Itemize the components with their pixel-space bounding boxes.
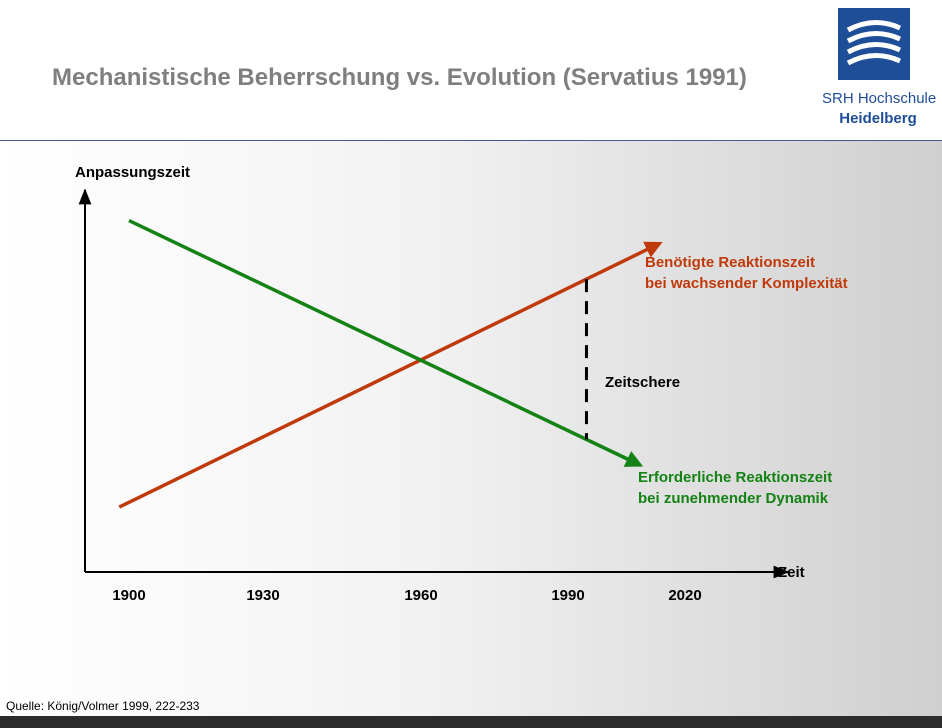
annotation-zeitschere: Zeitschere bbox=[605, 374, 681, 391]
x-tick-label: 1900 bbox=[112, 587, 146, 604]
annotation-red-line1: Benötigte Reaktionszeit bbox=[645, 254, 816, 271]
bottom-bar bbox=[0, 716, 942, 728]
x-tick-label: 1930 bbox=[246, 587, 280, 604]
logo-text-line2: Heidelberg bbox=[839, 110, 917, 127]
annotation-green-line2: bei zunehmender Dynamik bbox=[638, 490, 829, 507]
y-axis-label: Anpassungszeit bbox=[75, 164, 191, 181]
annotation-red-line2: bei wachsender Komplexität bbox=[645, 275, 848, 292]
page-title: Mechanistische Beherrschung vs. Evolutio… bbox=[52, 64, 747, 91]
srh-logo-icon bbox=[838, 8, 910, 80]
annotation-green-line1: Erforderliche Reaktionszeit bbox=[638, 469, 833, 486]
logo-text-line1: SRH Hochschule bbox=[822, 90, 937, 107]
x-tick-label: 1990 bbox=[551, 587, 585, 604]
series-line-1 bbox=[118, 241, 663, 509]
x-tick-label: 2020 bbox=[668, 587, 702, 604]
annotation-green-series: Erforderliche Reaktionszeit bei zunehmen… bbox=[638, 467, 832, 509]
annotation-red-series: Benötigte Reaktionszeit bei wachsender K… bbox=[645, 252, 848, 294]
header: Mechanistische Beherrschung vs. Evolutio… bbox=[0, 0, 942, 140]
source-note: Quelle: König/Volmer 1999, 222-233 bbox=[6, 699, 200, 713]
header-divider bbox=[0, 140, 942, 141]
x-tick-label: 1960 bbox=[404, 587, 438, 604]
logo: SRH Hochschule Heidelberg bbox=[822, 8, 937, 132]
series-line-2 bbox=[128, 218, 644, 467]
x-axis-label: Zeit bbox=[778, 564, 805, 581]
chart-panel bbox=[0, 141, 942, 728]
